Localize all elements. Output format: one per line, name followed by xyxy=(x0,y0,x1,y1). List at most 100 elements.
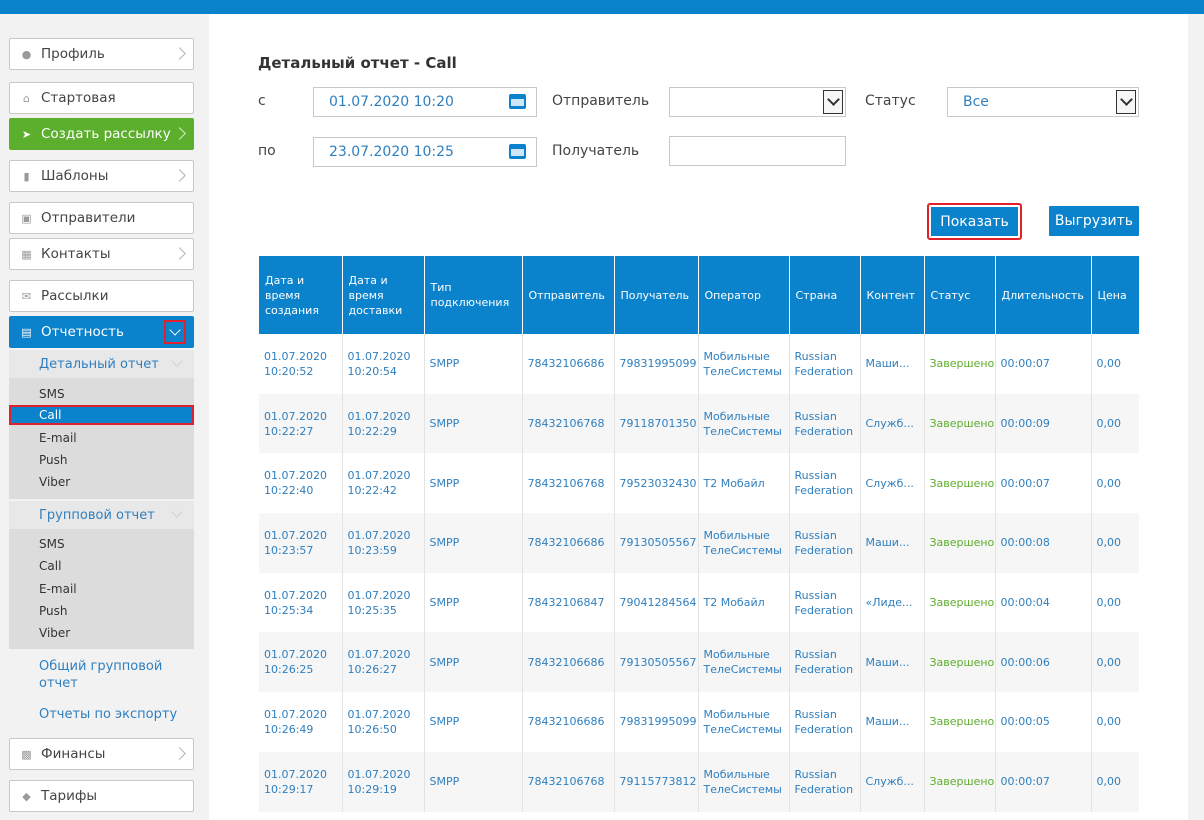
reports-dropdown-toggle[interactable] xyxy=(164,320,186,344)
link-export-reports[interactable]: Отчеты по экспорту xyxy=(39,707,178,722)
cell-delivered: 01.07.2020 10:23:59 xyxy=(342,513,425,573)
sender-select[interactable] xyxy=(669,87,846,117)
link-general-group-report[interactable]: Общий групповой отчет xyxy=(39,658,162,692)
column-header[interactable]: Получатель xyxy=(614,256,699,334)
top-bar xyxy=(0,0,1204,14)
cell-sender: 78432106847 xyxy=(522,572,615,633)
cell-country: Russian Federation xyxy=(789,453,861,514)
cell-price: 0,00 xyxy=(1091,513,1139,573)
cell-content: Служб... xyxy=(860,453,925,514)
column-header[interactable]: Тип подключения xyxy=(424,256,523,334)
cell-sender: 78432106686 xyxy=(522,692,615,752)
recipient-input[interactable] xyxy=(669,136,846,166)
calendar-icon[interactable] xyxy=(509,94,526,109)
submenu-item-push[interactable]: Push xyxy=(39,604,68,618)
column-header[interactable]: Оператор xyxy=(698,256,790,334)
sidebar-item-label: Отчетность xyxy=(41,324,124,340)
submenu-group-report[interactable]: Групповой отчет xyxy=(9,501,194,529)
submenu-item-sms[interactable]: SMS xyxy=(39,537,65,551)
sidebar-item-label: Тарифы xyxy=(41,788,98,804)
cell-connection: SMPP xyxy=(424,751,523,812)
export-button[interactable]: Выгрузить xyxy=(1049,206,1139,236)
sender-icon: ▣ xyxy=(21,211,32,225)
status-label: Статус xyxy=(865,93,916,109)
submenu-detailed-report[interactable]: Детальный отчет xyxy=(9,350,194,378)
column-header[interactable]: Страна xyxy=(789,256,861,334)
cell-content: Маши... xyxy=(860,692,925,752)
sidebar-item-reports[interactable]: ▤ Отчетность xyxy=(9,316,194,348)
submenu-item-email[interactable]: E-mail xyxy=(39,582,77,596)
submenu-item-sms[interactable]: SMS xyxy=(39,387,65,401)
sidebar-item-templates[interactable]: ▮ Шаблоны xyxy=(9,160,194,192)
submenu-item-viber[interactable]: Viber xyxy=(39,475,71,489)
sidebar-item-senders[interactable]: ▣ Отправители xyxy=(9,202,194,234)
sidebar-item-label: Стартовая xyxy=(41,90,116,106)
cell-price: 0,00 xyxy=(1096,476,1122,490)
sidebar-item-start[interactable]: ⌂ Стартовая xyxy=(9,82,194,114)
finance-icon: ▩ xyxy=(21,747,32,761)
recipient-label: Получатель xyxy=(552,143,640,159)
cell-duration: 00:00:07 xyxy=(995,334,1092,394)
date-to-input[interactable]: 23.07.2020 10:25 xyxy=(313,137,537,167)
cell-connection: SMPP xyxy=(424,334,523,394)
column-header[interactable]: Отправитель xyxy=(522,256,615,334)
table-row[interactable]: 01.07.2020 10:22:27 01.07.2020 10:22:29 SM… xyxy=(259,393,1139,454)
status-select[interactable]: Все xyxy=(947,87,1139,117)
submenu-item-call[interactable]: Call xyxy=(39,559,62,573)
cell-duration: 00:00:08 xyxy=(995,513,1092,573)
cell-recipient: 79523032430 xyxy=(614,453,699,514)
cell-connection: SMPP xyxy=(424,393,523,454)
submenu-label: Детальный отчет xyxy=(39,356,159,372)
column-header[interactable]: Дата и время доставки xyxy=(342,256,425,334)
column-header[interactable]: Дата и время создания xyxy=(259,256,343,334)
chevron-down-icon[interactable] xyxy=(1116,90,1136,114)
to-label: по xyxy=(258,143,276,159)
cell-content: Маши... xyxy=(860,334,925,394)
cell-status: Завершено xyxy=(924,453,996,514)
column-header[interactable]: Длительность xyxy=(995,256,1092,334)
cell-price: 0,00 xyxy=(1091,751,1139,812)
table-row[interactable]: 01.07.2020 10:29:17 01.07.2020 10:29:19 SM… xyxy=(259,751,1139,812)
submenu-item-email[interactable]: E-mail xyxy=(39,431,77,445)
cell-created: 01.07.2020 10:25:34 xyxy=(259,572,343,633)
column-header[interactable]: Статус xyxy=(924,256,996,334)
main-panel: Детальный отчет - Call с 01.07.2020 10:2… xyxy=(209,14,1188,820)
sidebar-item-finances[interactable]: ▩ Финансы xyxy=(9,738,194,770)
sidebar-item-contacts[interactable]: ▦ Контакты xyxy=(9,238,194,270)
sidebar-item-mailings[interactable]: ✉ Рассылки xyxy=(9,280,194,312)
cell-operator: Мобильные ТелеСистемы xyxy=(698,632,790,693)
table-row[interactable]: 01.07.2020 10:25:34 01.07.2020 10:25:35 SM… xyxy=(259,572,1139,633)
cell-duration: 00:00:05 xyxy=(995,692,1092,752)
table-row[interactable]: 01.07.2020 10:22:40 01.07.2020 10:22:42 SM… xyxy=(259,453,1139,514)
link-label-line: Общий групповой xyxy=(39,659,163,674)
cell-recipient: 79831995099 xyxy=(614,334,699,394)
chevron-down-icon[interactable] xyxy=(823,90,843,114)
cell-status: Завершено xyxy=(924,572,996,633)
column-header[interactable]: Контент xyxy=(860,256,925,334)
cell-created: 01.07.2020 10:23:57 xyxy=(259,513,343,573)
submenu-item-push[interactable]: Push xyxy=(39,453,68,467)
sidebar-item-create-mailing[interactable]: ➤ Создать рассылку xyxy=(9,118,194,150)
submenu-item-call[interactable]: Call xyxy=(9,405,194,425)
cell-price: 0,00 xyxy=(1091,393,1139,454)
cell-created: 01.07.2020 10:20:52 xyxy=(259,334,343,394)
cell-recipient: 79041284564 xyxy=(614,572,699,633)
sidebar-item-tariffs[interactable]: ◆ Тарифы xyxy=(9,780,194,812)
date-from-input[interactable]: 01.07.2020 10:20 xyxy=(313,87,537,117)
table-row[interactable]: 01.07.2020 10:26:49 01.07.2020 10:26:50 SM… xyxy=(259,692,1139,752)
column-header[interactable]: Цена xyxy=(1091,256,1139,334)
sidebar-item-label: Шаблоны xyxy=(41,168,109,184)
cell-delivered: 01.07.2020 10:29:19 xyxy=(342,751,425,812)
show-button[interactable]: Показать xyxy=(927,203,1022,240)
table-row[interactable]: 01.07.2020 10:23:57 01.07.2020 10:23:59 SM… xyxy=(259,513,1139,573)
calendar-icon[interactable] xyxy=(509,144,526,159)
cell-operator: T2 Мобайл xyxy=(698,453,790,514)
cell-recipient: 79118701350 xyxy=(614,393,699,454)
table-row[interactable]: 01.07.2020 10:26:25 01.07.2020 10:26:27 SM… xyxy=(259,632,1139,693)
table-row[interactable]: 01.07.2020 10:20:52 01.07.2020 10:20:54 SM… xyxy=(259,334,1139,394)
cell-recipient: 79130505567 xyxy=(614,632,699,693)
submenu-item-viber[interactable]: Viber xyxy=(39,626,71,640)
sidebar-item-profile[interactable]: ● Профиль xyxy=(9,38,194,70)
user-icon: ● xyxy=(21,47,32,61)
cell-duration: 00:00:07 xyxy=(995,453,1092,514)
